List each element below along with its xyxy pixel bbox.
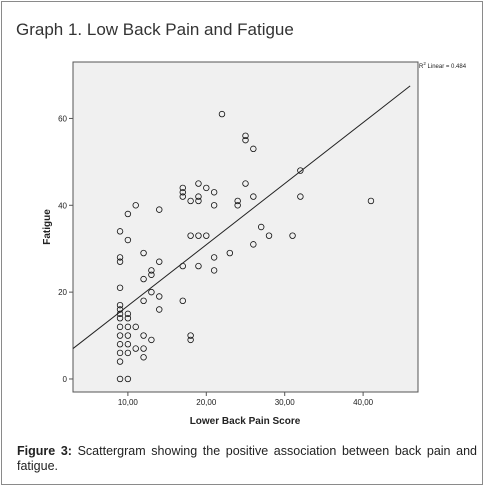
data-point <box>210 254 218 261</box>
data-point <box>116 341 124 348</box>
data-point <box>116 228 124 235</box>
data-point <box>257 223 265 231</box>
regression-line <box>72 85 411 349</box>
data-point <box>195 262 202 270</box>
data-point <box>116 314 124 322</box>
data-point <box>124 332 132 339</box>
data-point <box>187 336 194 344</box>
data-point <box>148 267 155 274</box>
data-point <box>124 323 132 331</box>
data-point <box>250 145 257 153</box>
data-point <box>297 193 304 200</box>
data-point <box>140 345 147 352</box>
y-tick-label: 40 <box>58 201 67 210</box>
data-point <box>234 197 241 205</box>
data-point <box>148 336 155 344</box>
data-point <box>124 210 132 218</box>
data-point <box>242 180 249 187</box>
figure-caption: Figure 3: Scattergram showing the positi… <box>17 444 477 474</box>
data-point <box>242 136 249 144</box>
caption-label: Figure 3: <box>17 444 72 458</box>
data-point <box>195 193 202 200</box>
data-point <box>195 232 202 239</box>
data-point <box>140 275 147 283</box>
data-point <box>124 375 132 383</box>
chart-title: Graph 1. Low Back Pain and Fatigue <box>16 20 294 39</box>
data-point <box>116 323 124 331</box>
data-point <box>226 249 234 257</box>
x-tick-label: 40,00 <box>353 398 374 407</box>
data-point <box>116 254 124 261</box>
data-point <box>124 310 132 318</box>
y-tick-label: 20 <box>58 288 67 297</box>
data-point <box>179 184 186 192</box>
data-point <box>289 232 296 239</box>
data-point <box>148 288 155 296</box>
data-point <box>132 345 139 352</box>
data-point <box>218 110 226 118</box>
data-point <box>179 297 186 305</box>
data-point <box>250 241 257 248</box>
data-point <box>124 314 132 322</box>
data-point <box>140 332 147 339</box>
data-point <box>116 301 124 309</box>
data-point <box>116 258 124 265</box>
y-tick-label: 60 <box>58 114 67 123</box>
data-point <box>116 349 124 357</box>
axis-ticks: 10,00 20,00 30,00 40,00 0 20 40 60 <box>58 114 374 407</box>
data-point <box>265 232 273 239</box>
caption-text: Scattergram showing the positive associa… <box>17 444 477 473</box>
data-point <box>234 202 241 209</box>
data-point <box>156 206 163 213</box>
data-point <box>140 297 147 305</box>
data-point <box>210 189 218 196</box>
data-points <box>116 110 375 383</box>
x-tick-label: 10,00 <box>118 398 139 407</box>
data-point <box>187 232 194 239</box>
data-point <box>187 332 194 339</box>
data-point <box>367 197 375 205</box>
scatter-chart: 10,00 20,00 30,00 40,00 0 20 40 60 R2 Linear = … <box>42 61 467 427</box>
data-point <box>156 306 163 313</box>
data-point <box>116 284 124 291</box>
data-point <box>140 249 147 257</box>
data-point <box>156 293 163 300</box>
data-point <box>179 193 186 200</box>
data-point <box>250 193 257 200</box>
data-point <box>210 202 218 209</box>
data-point <box>187 197 194 205</box>
data-point <box>116 375 124 383</box>
data-point <box>195 180 202 187</box>
fit-label: R2 Linear = 0.484 <box>419 61 467 70</box>
data-point <box>210 267 218 274</box>
data-point <box>148 271 155 278</box>
data-point <box>242 132 249 140</box>
data-point <box>203 232 210 239</box>
data-point <box>195 197 202 205</box>
data-point <box>156 258 163 265</box>
y-tick-label: 0 <box>63 375 68 384</box>
data-point <box>297 167 304 174</box>
data-point <box>203 184 210 192</box>
x-tick-label: 20,00 <box>196 398 217 407</box>
data-point <box>179 189 186 196</box>
x-axis-label: Lower Back Pain Score <box>190 416 301 427</box>
data-point <box>140 354 147 361</box>
y-axis-label: Fatigue <box>42 209 53 245</box>
data-point <box>124 236 132 244</box>
data-point <box>116 358 124 365</box>
data-point <box>124 341 132 348</box>
data-point <box>124 349 132 357</box>
data-point <box>116 332 124 339</box>
data-point <box>132 202 139 209</box>
data-point <box>132 323 139 331</box>
plot-area <box>72 61 419 393</box>
x-tick-label: 30,00 <box>275 398 296 407</box>
